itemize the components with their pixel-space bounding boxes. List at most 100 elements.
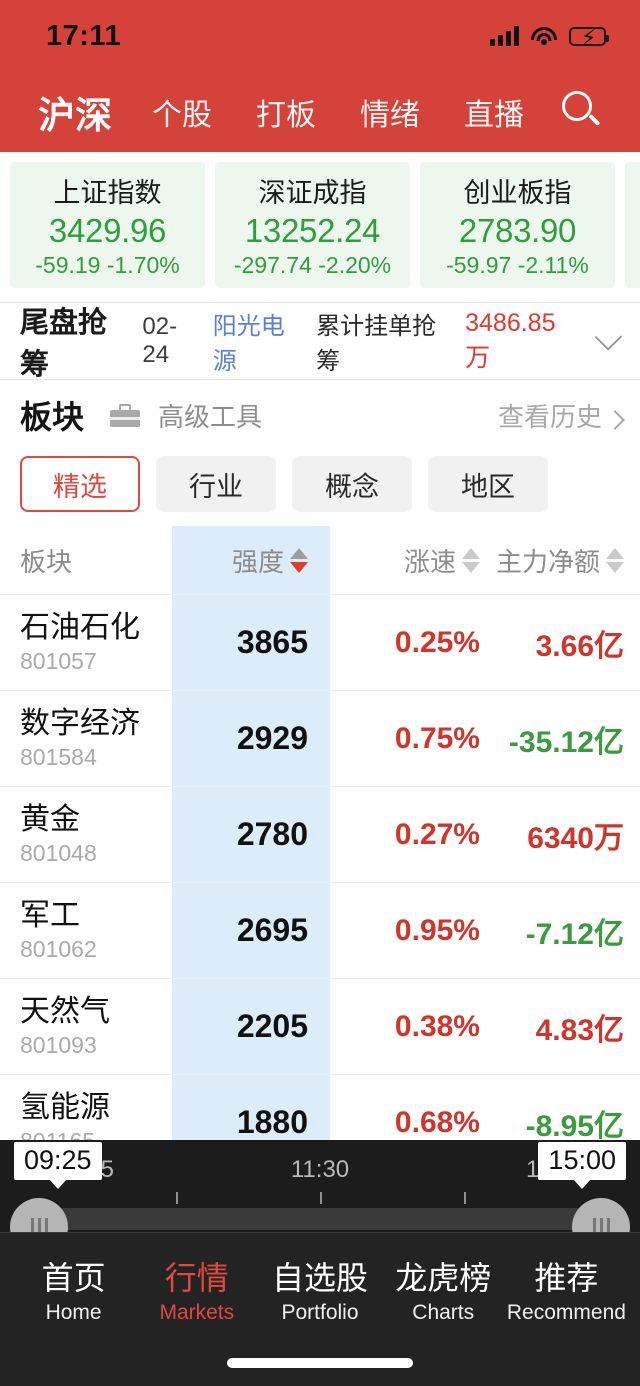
row-strength-cell: 1880 [172, 1104, 330, 1141]
status-bar-clock: 17:11 [46, 19, 122, 52]
bottom-nav-recommend-cn: 推荐 [534, 1260, 599, 1296]
row-speed-cell: 0.75% [330, 722, 490, 756]
row-speed-cell: 0.25% [330, 626, 490, 660]
news-stock-link[interactable]: 阳光电源 [212, 313, 285, 375]
sector-name: 军工 [20, 898, 80, 932]
bottom-nav-markets-en: Markets [159, 1301, 235, 1324]
net-value: -8.95亿 [525, 1109, 624, 1143]
speed-value: 0.27% [394, 817, 480, 851]
tab-husheng[interactable]: 沪深 [38, 95, 112, 136]
bottom-nav-home[interactable]: 首页 Home [12, 1253, 135, 1325]
index-value: 13252.24 [244, 212, 381, 249]
table-row[interactable]: 数字经济 801584 2929 0.75% -35.12亿 [0, 690, 640, 786]
sort-none-icon [606, 547, 624, 573]
advanced-tools-label[interactable]: 高级工具 [158, 401, 263, 432]
column-header-strength-label: 强度 [231, 546, 284, 577]
table-row[interactable]: 石油石化 801057 3865 0.25% 3.66亿 [0, 594, 640, 690]
news-strip[interactable]: 尾盘抢筹 02-24 阳光电源 累计挂单抢筹 3486.85万 [0, 303, 640, 381]
slider-tooltip-end: 15:00 [538, 1142, 626, 1180]
news-date: 02-24 [142, 313, 178, 368]
bottom-nav-portfolio[interactable]: 自选股 Portfolio [258, 1253, 381, 1325]
bottom-nav-charts[interactable]: 龙虎榜 Charts [382, 1253, 505, 1325]
chevron-down-icon[interactable] [594, 323, 623, 351]
strength-value: 2695 [236, 912, 308, 948]
strength-value: 3865 [236, 624, 308, 660]
news-description: 累计挂单抢筹 [316, 313, 437, 375]
column-header-speed[interactable]: 涨速 [330, 542, 490, 579]
column-header-speed-label: 涨速 [403, 546, 456, 577]
bottom-nav-markets-cn: 行情 [164, 1260, 229, 1296]
time-range-slider[interactable]: 09:25 11:30 15:00 09:25 15:00 [0, 1140, 640, 1256]
net-value: 4.83亿 [535, 1013, 624, 1047]
row-sector-cell: 数字经济 801584 [0, 707, 172, 771]
top-nav-bar: 沪深 个股 打板 情绪 直播 [0, 72, 640, 152]
slider-track[interactable] [56, 1208, 584, 1230]
table-row[interactable]: 军工 801062 2695 0.95% -7.12亿 [0, 882, 640, 978]
index-card[interactable]: 深证成指 13252.24 -297.74 -2.20% [215, 162, 410, 288]
row-net-cell: 4.83亿 [490, 1005, 640, 1049]
tab-daban[interactable]: 打板 [256, 99, 316, 132]
speed-value: 0.75% [394, 721, 480, 755]
filter-chip-group: 精选 行业 概念 地区 [0, 450, 640, 526]
column-header-sector[interactable]: 板块 [20, 546, 73, 577]
table-row[interactable]: 天然气 801093 2205 0.38% 4.83亿 [0, 978, 640, 1074]
row-speed-cell: 0.38% [330, 1010, 490, 1044]
bottom-nav-portfolio-en: Portfolio [281, 1301, 359, 1324]
speed-value: 0.68% [394, 1105, 480, 1139]
index-card[interactable]: 创业板指 2783.90 -59.97 -2.11% [420, 162, 615, 288]
tab-gegu[interactable]: 个股 [152, 99, 212, 132]
wifi-icon [531, 26, 557, 46]
chip-diqu[interactable]: 地区 [428, 456, 548, 512]
sector-code: 801093 [20, 1031, 97, 1058]
sector-code: 801062 [20, 935, 97, 962]
index-value: 2783.90 [458, 212, 577, 249]
sector-code: 801057 [20, 647, 97, 674]
row-net-cell: -35.12亿 [490, 717, 640, 761]
chip-jingxuan[interactable]: 精选 [20, 456, 140, 512]
status-bar-indicators: ⚡ [490, 25, 609, 49]
tab-qingxu[interactable]: 情绪 [360, 99, 420, 132]
view-history-button[interactable]: 查看历史 [498, 397, 625, 434]
sector-name: 石油石化 [20, 610, 140, 644]
sort-desc-icon [290, 547, 308, 573]
column-header-net-label: 主力净额 [495, 546, 600, 577]
net-value: -7.12亿 [525, 917, 624, 951]
news-amount: 3486.85万 [465, 308, 556, 372]
row-net-cell: -8.95亿 [490, 1101, 640, 1145]
time-axis-ticks [84, 1192, 556, 1204]
row-strength-cell: 2205 [172, 1008, 330, 1045]
bottom-nav-recommend[interactable]: 推荐 Recommend [505, 1253, 628, 1325]
row-strength-cell: 2929 [172, 720, 330, 757]
row-strength-cell: 2695 [172, 912, 330, 949]
divider [0, 379, 640, 380]
divider [0, 302, 640, 303]
tab-zhibo[interactable]: 直播 [464, 99, 524, 132]
speed-value: 0.38% [394, 1009, 480, 1043]
chevron-right-icon [605, 409, 625, 430]
chip-gainian[interactable]: 概念 [292, 456, 412, 512]
bottom-nav-recommend-en: Recommend [506, 1301, 626, 1324]
row-sector-cell: 军工 801062 [0, 899, 172, 963]
index-card-partial[interactable]: -16 [625, 162, 640, 288]
toolbox-icon[interactable] [110, 403, 141, 427]
table-row[interactable]: 黄金 801048 2780 0.27% 6340万 [0, 786, 640, 882]
index-cards-strip[interactable]: 上证指数 3429.96 -59.19 -1.70% 深证成指 13252.24… [0, 152, 640, 302]
row-speed-cell: 0.27% [330, 818, 490, 852]
table-row[interactable]: 氢能源 801165 1880 0.68% -8.95亿 [0, 1074, 640, 1170]
index-card[interactable]: 上证指数 3429.96 -59.19 -1.70% [10, 162, 205, 288]
chip-hangye[interactable]: 行业 [156, 456, 276, 512]
bottom-nav-markets[interactable]: 行情 Markets [135, 1253, 258, 1325]
index-name: 深证成指 [258, 178, 367, 208]
row-strength-cell: 2780 [172, 816, 330, 853]
column-header-strength[interactable]: 强度 [172, 542, 330, 579]
index-value: 3429.96 [48, 212, 167, 249]
row-strength-cell: 3865 [172, 624, 330, 661]
sector-name: 数字经济 [20, 706, 140, 740]
search-icon[interactable] [562, 91, 604, 133]
index-change: -297.74 -2.20% [233, 252, 392, 278]
column-header-net[interactable]: 主力净额 [490, 542, 640, 579]
row-net-cell: 6340万 [490, 813, 640, 857]
sector-name: 黄金 [20, 802, 80, 836]
strength-value: 1880 [236, 1104, 308, 1140]
sorted-column-highlight [172, 526, 330, 1170]
